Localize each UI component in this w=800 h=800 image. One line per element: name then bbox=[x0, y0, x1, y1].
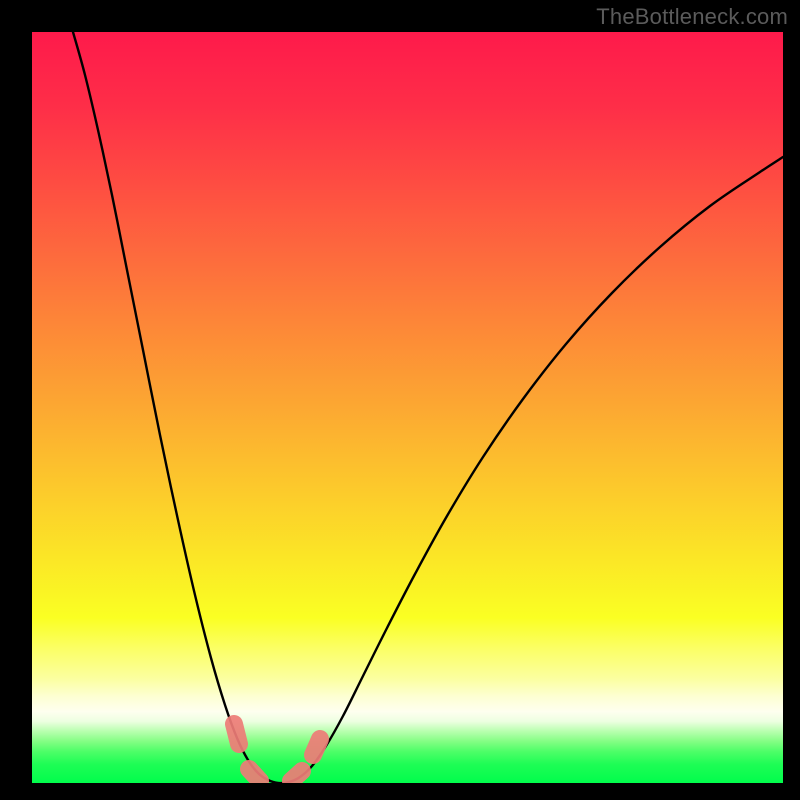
curve-marker bbox=[313, 739, 320, 755]
curve-marker bbox=[249, 769, 260, 781]
frame-right bbox=[783, 0, 800, 800]
curve-marker bbox=[234, 724, 239, 744]
frame-left bbox=[0, 0, 32, 800]
gradient-background bbox=[32, 32, 783, 783]
watermark-text: TheBottleneck.com bbox=[596, 4, 788, 30]
curve-marker bbox=[291, 771, 302, 781]
frame-bottom bbox=[0, 783, 800, 800]
chart-canvas bbox=[0, 0, 800, 800]
